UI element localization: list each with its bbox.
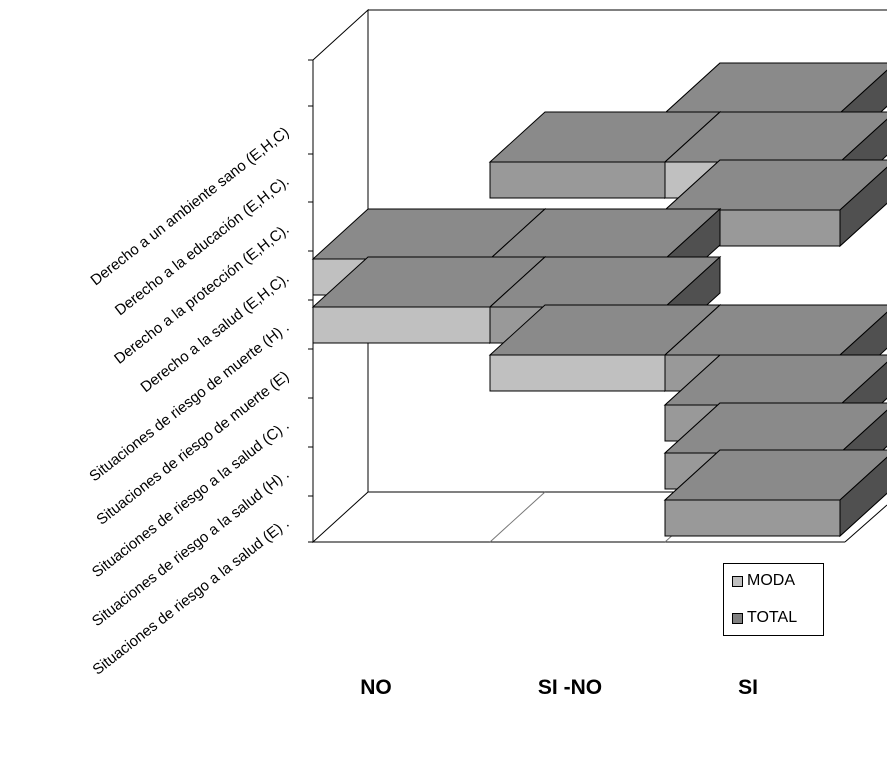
legend-item-total: TOTAL <box>732 608 797 628</box>
x-tick-label-no: NO <box>360 676 392 699</box>
bar-total <box>663 449 887 538</box>
legend-swatch-moda <box>732 575 743 587</box>
y-axis-tick-labels: Situaciones de riesgo a la salud (E) .Si… <box>86 124 292 679</box>
chart-bars <box>311 62 887 538</box>
y-axis-ticks <box>308 59 314 543</box>
legend-swatch-total <box>732 612 743 624</box>
legend-label-total: TOTAL <box>747 609 798 626</box>
bar-moda-front <box>312 306 491 344</box>
floor-right-edge <box>844 504 887 543</box>
legend-item-moda: MODA <box>732 571 795 591</box>
bar-total <box>663 159 887 248</box>
legend-label-moda: MODA <box>747 572 795 589</box>
x-tick-label-si-no: SI -NO <box>537 676 603 699</box>
bar-moda-front <box>489 354 666 392</box>
chart-legend: MODA TOTAL <box>723 563 824 636</box>
floor-grid-line <box>489 491 546 543</box>
x-tick-label-si: SI <box>738 676 758 699</box>
bar-total-front <box>664 499 841 537</box>
bar-total-front <box>489 161 666 199</box>
